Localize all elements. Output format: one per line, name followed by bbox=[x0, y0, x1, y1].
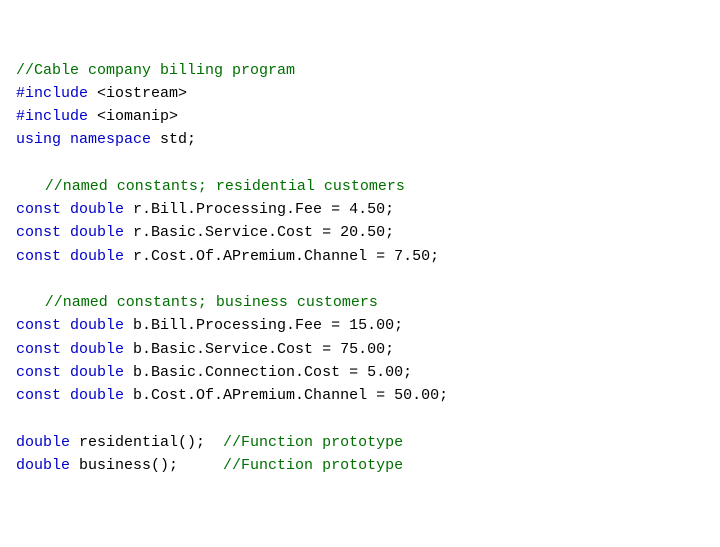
keyword: const bbox=[16, 224, 70, 241]
code-text: b.Basic.Service.Cost = 75.00; bbox=[124, 341, 394, 358]
code-line: const double r.Cost.Of.APremium.Channel … bbox=[16, 245, 704, 268]
code-line: const double b.Cost.Of.APremium.Channel … bbox=[16, 384, 704, 407]
code-line: const double b.Basic.Service.Cost = 75.0… bbox=[16, 338, 704, 361]
code-text: b.Basic.Connection.Cost = 5.00; bbox=[124, 364, 412, 381]
blank-line bbox=[16, 407, 704, 430]
keyword: #include bbox=[16, 108, 88, 125]
type: double bbox=[70, 317, 124, 334]
keyword: const bbox=[16, 248, 70, 265]
type: double bbox=[70, 224, 124, 241]
keyword: const bbox=[16, 317, 70, 334]
blank-line bbox=[16, 152, 704, 175]
keyword: const bbox=[16, 341, 70, 358]
code-line: //named constants; residential customers bbox=[16, 175, 704, 198]
code-text: <iostream> bbox=[88, 85, 187, 102]
code-text: r.Bill.Processing.Fee = 4.50; bbox=[124, 201, 394, 218]
code-text: business(); bbox=[70, 457, 223, 474]
comment-text: //named constants; business customers bbox=[45, 294, 378, 311]
code-line: double business(); //Function prototype bbox=[16, 454, 704, 477]
code-text: b.Bill.Processing.Fee = 15.00; bbox=[124, 317, 403, 334]
type: double bbox=[16, 434, 70, 451]
code-text: residential(); bbox=[70, 434, 223, 451]
keyword: namespace bbox=[61, 131, 151, 148]
code-line: #include <iomanip> bbox=[16, 105, 704, 128]
type: double bbox=[70, 364, 124, 381]
code-line: double residential(); //Function prototy… bbox=[16, 431, 704, 454]
type: double bbox=[70, 341, 124, 358]
code-text: std; bbox=[151, 131, 196, 148]
comment-text: //Cable company billing program bbox=[16, 62, 295, 79]
code-line: const double r.Basic.Service.Cost = 20.5… bbox=[16, 221, 704, 244]
keyword: const bbox=[16, 387, 70, 404]
code-line: const double r.Bill.Processing.Fee = 4.5… bbox=[16, 198, 704, 221]
keyword: const bbox=[16, 201, 70, 218]
type: double bbox=[70, 201, 124, 218]
type: double bbox=[16, 457, 70, 474]
keyword: #include bbox=[16, 85, 88, 102]
code-line: const double b.Basic.Connection.Cost = 5… bbox=[16, 361, 704, 384]
code-line: //named constants; business customers bbox=[16, 291, 704, 314]
comment-text: //named constants; residential customers bbox=[45, 178, 405, 195]
keyword: using bbox=[16, 131, 61, 148]
blank-line bbox=[16, 268, 704, 291]
code-text: <iomanip> bbox=[88, 108, 178, 125]
code-text: r.Cost.Of.APremium.Channel = 7.50; bbox=[124, 248, 439, 265]
code-line: using namespace std; bbox=[16, 128, 704, 151]
code-text: r.Basic.Service.Cost = 20.50; bbox=[124, 224, 394, 241]
code-line: //Cable company billing program bbox=[16, 59, 704, 82]
code-text: b.Cost.Of.APremium.Channel = 50.00; bbox=[124, 387, 448, 404]
type: double bbox=[70, 248, 124, 265]
code-line: const double b.Bill.Processing.Fee = 15.… bbox=[16, 314, 704, 337]
code-line: #include <iostream> bbox=[16, 82, 704, 105]
comment-text: //Function prototype bbox=[223, 457, 403, 474]
comment-text: //Function prototype bbox=[223, 434, 403, 451]
keyword: const bbox=[16, 364, 70, 381]
type: double bbox=[70, 387, 124, 404]
